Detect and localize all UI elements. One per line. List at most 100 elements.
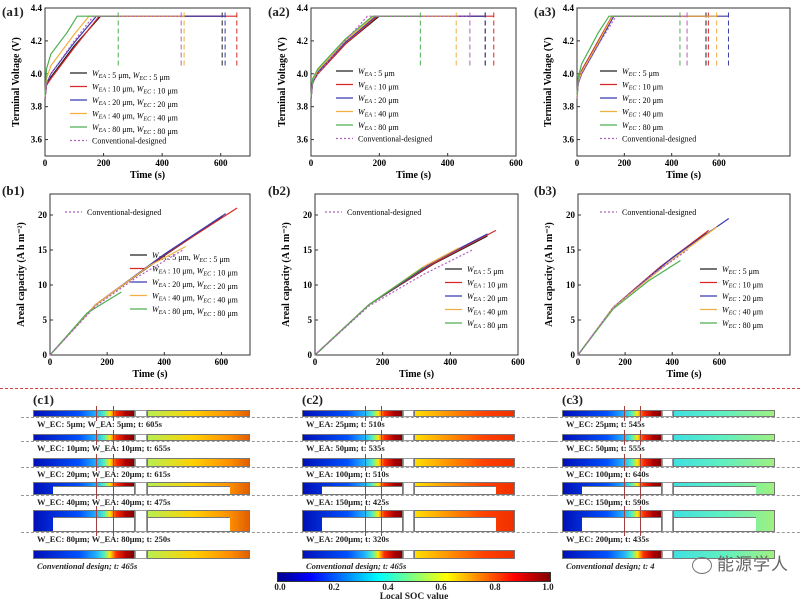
y-tick-label: 10 (38, 280, 48, 290)
reaction-front-marker (380, 506, 382, 536)
legend-label: WEA : 20 μm (358, 94, 400, 105)
positive-electrode-soc (147, 550, 250, 559)
x-tick-label: 400 (441, 158, 455, 168)
soc-map-caption: W_EA: 200μm; t: 320s (306, 534, 389, 544)
channel (674, 516, 756, 531)
reaction-front-marker (640, 430, 641, 445)
negative-electrode-soc (33, 410, 135, 417)
baseline (290, 495, 555, 496)
legend-label: WEA : 40 μm, WEC : 40 μm (152, 292, 239, 305)
watermark-text: 能源学人 (717, 555, 789, 575)
legend-label: WEC : 10 μm (622, 81, 664, 92)
reaction-front-marker (364, 430, 366, 445)
y-tick-label: 3.6 (563, 135, 575, 145)
separator (662, 482, 673, 495)
x-tick-label: 400 (158, 357, 172, 367)
soc-map-row (550, 430, 800, 445)
channel (674, 485, 756, 494)
y-axis-label: Terminal Voltage (V) (277, 37, 288, 127)
plot-frame (576, 7, 791, 157)
legend-label: WEA : 80 μm (358, 121, 400, 132)
reaction-front-marker (380, 478, 382, 499)
positive-electrode-soc (147, 410, 250, 417)
reaction-front-marker (624, 430, 625, 445)
separator (135, 510, 147, 532)
panel-label-c3: (c3) (562, 392, 583, 407)
chart-b3: 0 200 400 600 0 5 10 15 20 Time (s) Areal capacity… (544, 193, 791, 380)
x-tick-label: 600 (509, 158, 523, 168)
x-tick-label: 200 (97, 158, 111, 168)
x-tick-label: 0 (43, 158, 48, 168)
positive-electrode-soc (147, 434, 250, 441)
negative-electrode-soc (302, 410, 403, 417)
x-tick-label: 600 (511, 357, 525, 367)
y-tick-label: 3.8 (297, 102, 309, 112)
soc-map-caption: W_EA: 50μm; t: 535s (306, 443, 385, 453)
y-tick-label: 4.2 (297, 36, 309, 46)
separator (135, 410, 147, 417)
chart-a1: 0 200 400 600 3.6 3.8 4.0 4.2 4.4 Time (s) Termina… (11, 3, 251, 181)
x-tick-label: 200 (618, 357, 632, 367)
soc-map-caption: Conventional design; t: 4 (566, 561, 655, 571)
y-tick-label: 10 (566, 280, 576, 290)
legend-label: Conventional-designed (87, 208, 161, 217)
soc-map-caption: W_EC: 25μm; t: 545s (566, 419, 645, 429)
x-tick-label: 600 (713, 357, 727, 367)
reaction-front-marker (624, 478, 625, 499)
series-line (44, 15, 182, 99)
separator (135, 458, 147, 467)
y-tick-label: 3.8 (31, 102, 43, 112)
separator (662, 550, 673, 559)
panel-label-c1: (c1) (33, 392, 54, 407)
legend-label: WEA : 20 μm, WEC : 20 μm (92, 96, 179, 109)
reaction-front-marker (640, 478, 641, 499)
soc-map-row (290, 406, 555, 421)
reaction-front-marker (380, 430, 382, 445)
legend-label: WEC : 20 μm (622, 94, 664, 105)
y-axis-label: Areal capacity (A h m⁻²) (281, 222, 292, 327)
x-axis-label: Time (s) (399, 369, 434, 380)
legend-label: WEA : 20 μm, WEC : 20 μm (152, 278, 239, 291)
panel-label-a2: (a2) (268, 4, 290, 19)
x-tick-label: 0 (313, 357, 318, 367)
plot-frame (314, 193, 519, 356)
reaction-front-marker (96, 430, 98, 445)
reaction-front-marker (96, 406, 98, 421)
soc-map-row (550, 478, 800, 499)
y-tick-label: 4.0 (31, 69, 43, 79)
series-line (310, 15, 470, 99)
negative-electrode-soc (33, 458, 135, 467)
legend-label: WEC : 5 μm (622, 67, 660, 78)
series-line (310, 15, 494, 99)
soc-map-row (290, 506, 555, 536)
legend-label: Conventional-designed (347, 208, 421, 217)
legend-label: WEC : 10 μm (722, 279, 764, 290)
soc-map-caption: W_EA: 25μm; t: 510s (306, 419, 385, 429)
x-tick-label: 600 (214, 158, 228, 168)
panel-label-b2: (b2) (268, 183, 291, 198)
y-axis-label: Areal capacity (A h m⁻²) (16, 222, 27, 327)
negative-electrode-soc (33, 550, 135, 559)
x-axis-label: Time (s) (666, 369, 701, 380)
soc-map-caption: W_EC: 200μm; t: 435s (566, 534, 649, 544)
panel-label-b1: (b1) (2, 183, 25, 198)
soc-map-caption: W_EC: 10μm; W_EA: 10μm; t: 655s (37, 443, 171, 453)
series-line (576, 15, 687, 99)
y-axis-label: Terminal Voltage (V) (11, 37, 22, 127)
reaction-front-marker (112, 478, 114, 499)
soc-map-row (21, 454, 290, 471)
negative-electrode-soc (562, 410, 662, 417)
panel-label-c2: (c2) (302, 392, 323, 407)
y-tick-label: 4.4 (563, 3, 575, 13)
channel (53, 516, 134, 531)
colorbar-label: Local SOC value (379, 592, 449, 602)
x-tick-label: 0 (309, 158, 314, 168)
x-axis-label: Time (s) (666, 170, 701, 181)
baseline (550, 417, 800, 418)
channel (148, 516, 231, 531)
soc-map-row (290, 478, 555, 499)
baseline (290, 532, 555, 533)
legend-label: WEA : 80 μm (467, 319, 509, 330)
legend-label: WEA : 40 μm (358, 108, 400, 119)
y-tick-label: 4.4 (297, 3, 309, 13)
